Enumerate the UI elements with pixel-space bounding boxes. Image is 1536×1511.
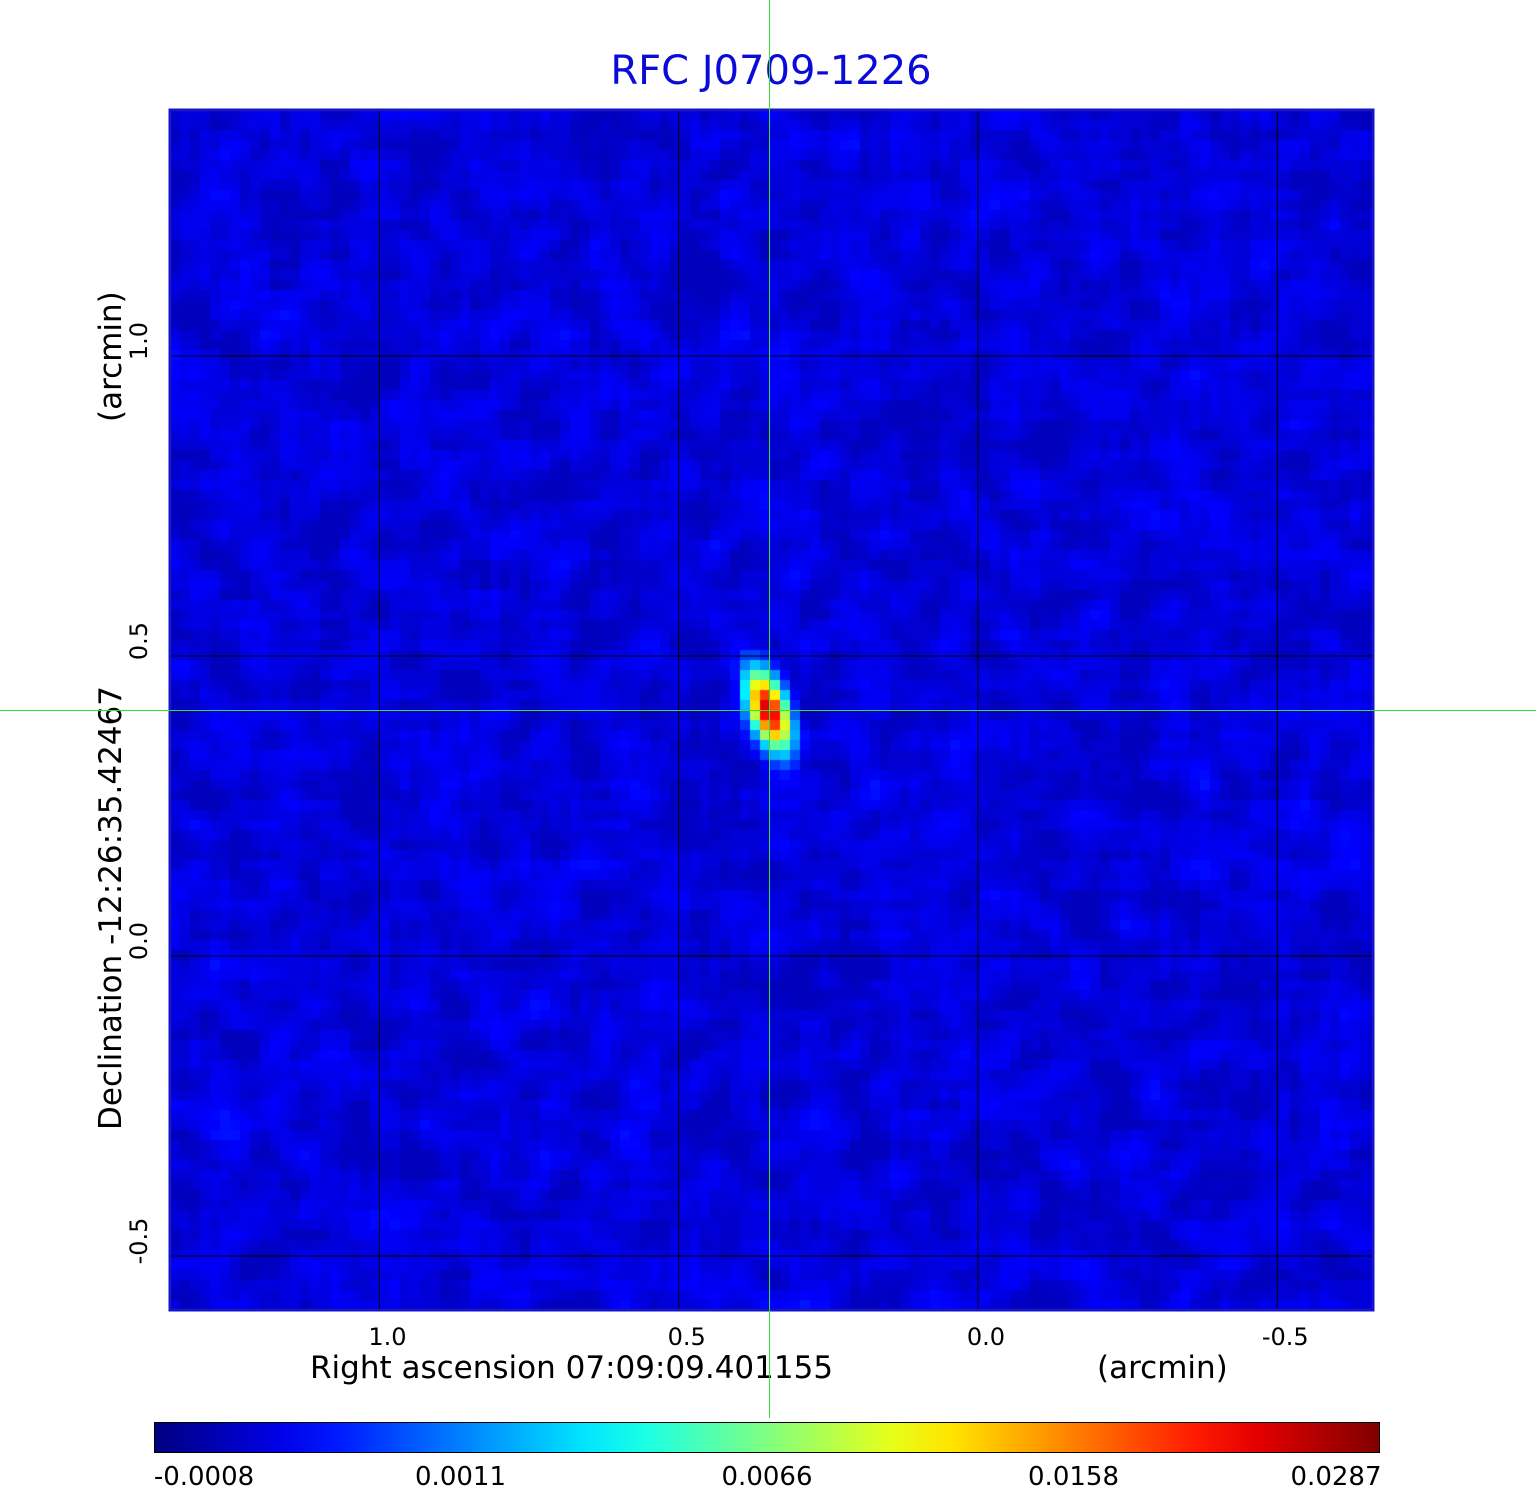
crosshair-vertical (769, 0, 770, 1418)
y-tick-label: 1.0 (125, 321, 153, 361)
colorbar-tick-label: -0.0008 (153, 1462, 255, 1492)
y-axis-label: Declination -12:26:35.42467 (93, 686, 129, 1130)
x-tick-label: -0.5 (1261, 1323, 1309, 1351)
colorbar (154, 1422, 1380, 1453)
colorbar-tick-label: 0.0011 (415, 1462, 506, 1492)
y-axis-unit: (arcmin) (93, 291, 129, 422)
colorbar-tick-label: 0.0066 (721, 1462, 813, 1492)
colorbar-tick-label: 0.0158 (1028, 1462, 1119, 1492)
crosshair-horizontal (0, 710, 1536, 711)
colorbar-tick-label: 0.0287 (1290, 1462, 1382, 1492)
x-tick-label: 1.0 (368, 1323, 407, 1351)
chart-title: RFC J0709-1226 (610, 48, 932, 94)
x-axis-unit: (arcmin) (1097, 1350, 1228, 1386)
y-tick-label: 0.5 (125, 621, 153, 661)
x-tick-label: 0.5 (667, 1323, 706, 1351)
y-tick-label: -0.5 (125, 1217, 153, 1265)
x-tick-label: 0.0 (966, 1323, 1006, 1351)
y-tick-label: 0.0 (125, 921, 153, 961)
x-axis-label: Right ascension 07:09:09.401155 (310, 1350, 834, 1386)
